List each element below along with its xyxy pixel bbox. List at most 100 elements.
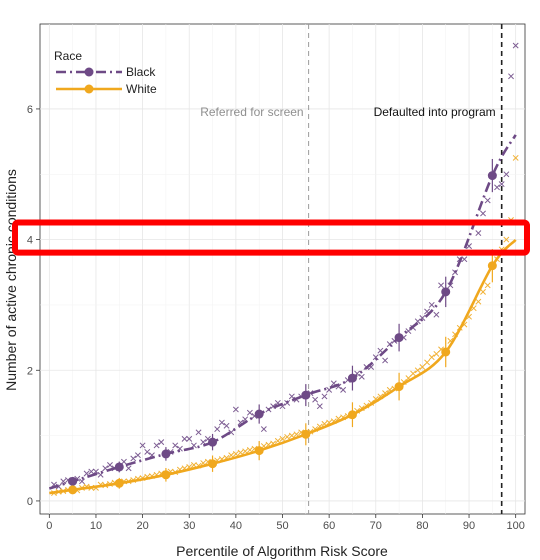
legend-key-white-marker [84,84,94,94]
point-white [480,288,486,295]
point-black [340,386,347,393]
bin-mean-white [394,382,404,392]
bin-mean-black [441,287,451,297]
bin-mean-black [208,437,218,447]
point-black [484,197,491,204]
point-white [414,367,421,374]
fit-curve-black [48,134,517,490]
annotation-referred-for-screen: Referred for screen [200,105,303,119]
point-black [214,426,221,433]
y-tick-label: 4 [27,235,33,247]
point-white [503,236,510,243]
bin-mean-white [347,410,357,420]
point-black [144,448,151,455]
bin-mean-black [347,373,357,383]
bin-mean-white [487,261,497,271]
x-tick-label: 20 [136,520,148,532]
highlight-box [12,219,530,256]
point-black [246,409,253,416]
point-black [321,393,328,400]
bin-mean-black [301,390,311,400]
y-tick-label: 6 [27,104,33,116]
bin-mean-white [254,446,264,456]
point-white [475,298,482,305]
point-black [125,465,132,472]
bin-mean-white [441,347,451,357]
x-tick-label: 100 [506,520,524,532]
point-white [284,433,291,440]
axis-ticks: 0 10 20 30 40 50 60 70 80 90 100 0 2 4 6 [27,104,525,532]
point-white [288,432,295,439]
point-white [279,435,286,442]
point-black [475,230,482,237]
annotation-defaulted-into-program: Defaulted into program [374,105,496,119]
bin-mean-white [68,485,78,495]
x-tick-label: 60 [323,520,335,532]
point-white [512,154,519,161]
bin-mean-black [68,476,78,486]
x-tick-label: 40 [230,520,242,532]
point-black [242,416,249,423]
point-white [419,364,426,370]
bin-means [68,158,497,495]
point-black [181,435,188,442]
x-tick-label: 90 [463,520,475,532]
y-tick-label: 2 [27,365,33,377]
point-black [153,442,160,449]
point-white [433,350,440,357]
point-white [428,354,435,361]
point-black [106,462,113,468]
x-tick-label: 30 [183,520,195,532]
point-black [120,458,127,465]
bin-mean-white [301,429,311,439]
point-white [424,359,431,366]
point-black [433,311,440,318]
point-black [260,426,267,433]
point-black [88,468,95,475]
point-white [232,450,239,457]
y-tick-label: 0 [27,496,33,508]
x-tick-label: 10 [90,520,102,532]
point-black [130,455,137,462]
point-black [134,452,141,459]
point-black [382,357,389,364]
point-black [232,406,239,413]
legend-label-black: Black [126,65,156,79]
bin-mean-black [394,333,404,343]
point-black [79,478,85,485]
point-black [480,210,486,217]
x-tick-label: 0 [46,520,52,532]
legend: Race Black White [54,49,157,96]
point-black [60,478,67,485]
point-black [508,73,514,80]
bin-mean-white [208,459,218,469]
legend-title: Race [54,49,82,63]
legend-key-black-marker [84,67,94,77]
point-black [218,419,225,426]
point-black [139,442,146,449]
bin-mean-white [161,470,171,480]
x-axis-title: Percentile of Algorithm Risk Score [176,543,388,559]
bin-mean-black [161,449,171,459]
point-black [428,301,435,308]
grid [40,24,525,514]
point-black [158,439,165,446]
point-black [312,396,319,403]
point-black [223,422,230,429]
point-black [503,171,510,178]
point-black [358,373,365,380]
bin-mean-black [487,171,497,181]
point-white [484,282,491,289]
y-axis-title: Number of active chronic conditions [3,169,19,391]
x-tick-label: 70 [370,520,382,532]
point-black [461,256,468,263]
point-black [498,181,505,188]
bin-mean-white [114,478,124,488]
legend-label-white: White [126,82,157,96]
point-black [494,184,500,191]
point-black [316,403,323,410]
point-black [438,282,445,289]
point-black [512,42,519,49]
x-tick-label: 80 [416,520,428,532]
x-tick-label: 50 [276,520,288,532]
